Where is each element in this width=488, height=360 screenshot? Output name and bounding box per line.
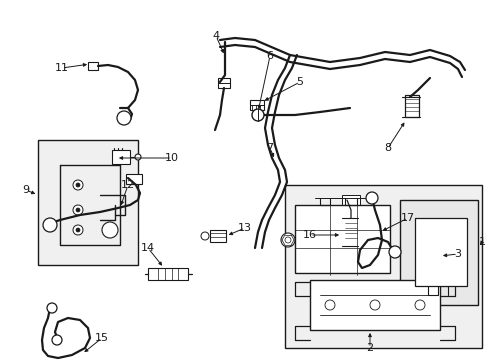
Text: 12: 12 [121,180,135,190]
Text: 11: 11 [55,63,69,73]
Text: 2: 2 [366,343,373,353]
Bar [309,280,439,330]
Circle shape [73,180,83,190]
Bar [148,268,187,280]
Text: 16: 16 [303,230,316,240]
Bar [38,140,138,265]
Circle shape [52,335,62,345]
Text: 13: 13 [238,223,251,233]
Circle shape [73,225,83,235]
Text: 4: 4 [212,31,219,41]
Bar [249,100,264,110]
Circle shape [365,192,377,204]
Bar [285,185,481,348]
Bar [399,200,477,305]
Circle shape [414,300,424,310]
Text: 17: 17 [400,213,414,223]
Bar [209,230,225,242]
Bar [414,218,466,286]
Circle shape [76,228,80,232]
Text: 6: 6 [266,51,273,61]
Text: 7: 7 [266,143,273,153]
Text: 3: 3 [453,249,461,259]
Text: 9: 9 [22,185,29,195]
Bar [404,95,418,117]
Circle shape [388,246,400,258]
Circle shape [281,233,294,247]
Text: 8: 8 [384,143,391,153]
Circle shape [285,237,290,243]
Circle shape [369,300,379,310]
Circle shape [43,218,57,232]
Bar [88,62,98,70]
Circle shape [73,205,83,215]
Circle shape [47,303,57,313]
Circle shape [135,154,141,160]
Bar [341,195,359,207]
Bar [126,174,142,184]
Bar [112,150,130,164]
Circle shape [325,300,334,310]
Text: 15: 15 [95,333,109,343]
Circle shape [102,222,118,238]
Text: 1: 1 [478,237,485,247]
Bar [218,78,229,88]
Text: 5: 5 [296,77,303,87]
Circle shape [201,232,208,240]
Text: 14: 14 [141,243,155,253]
Circle shape [117,111,131,125]
Text: 10: 10 [164,153,179,163]
Circle shape [76,183,80,187]
Bar [294,205,389,273]
Bar [345,218,356,246]
Circle shape [251,109,264,121]
Circle shape [76,208,80,212]
